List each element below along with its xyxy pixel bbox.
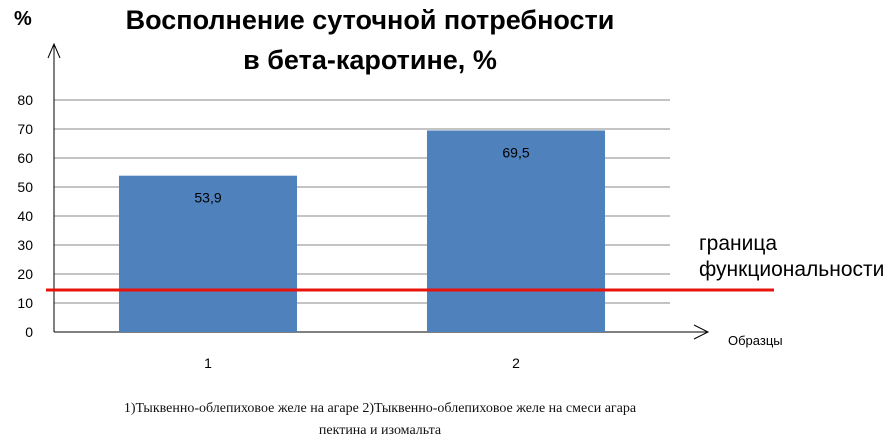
y-tick-label: 0 (25, 324, 33, 340)
y-tick-label: 60 (17, 150, 33, 166)
threshold-label-line-1: граница (699, 232, 778, 255)
x-axis-label: Образцы (728, 333, 783, 348)
y-axis-arrow (47, 42, 61, 59)
y-axis-label: % (14, 8, 32, 30)
caption-line-2: пектина и изомальта (318, 423, 442, 438)
y-tick-label: 10 (17, 295, 33, 311)
y-tick-label: 70 (17, 121, 33, 137)
chart-title-line-1: Восполнение суточной потребности (125, 5, 615, 35)
threshold-annotation: граница функциональности (699, 231, 884, 283)
x-tick-label: 2 (512, 355, 520, 371)
chart-title: Восполнение суточной потребности в бета-… (60, 0, 680, 80)
figure-caption: 1)Тыквенно-облепиховое желе на агаре 2)Т… (20, 398, 740, 442)
threshold-label-line-2: функциональности (699, 258, 885, 281)
chart-title-line-2: в бета-каротине, % (243, 45, 497, 75)
y-tick-label: 40 (17, 208, 33, 224)
y-tick-label: 20 (17, 266, 33, 282)
y-tick-label: 80 (17, 92, 33, 108)
y-tick-label: 50 (17, 179, 33, 195)
y-tick-label: 30 (17, 237, 33, 253)
data-label: 69,5 (502, 144, 529, 160)
x-axis-arrow (693, 324, 710, 340)
x-tick-label: 1 (204, 355, 212, 371)
data-label: 53,9 (194, 190, 221, 206)
bar (119, 175, 297, 332)
caption-line-1: 1)Тыквенно-облепиховое желе на агаре 2)Т… (123, 401, 637, 416)
bar (427, 130, 605, 332)
